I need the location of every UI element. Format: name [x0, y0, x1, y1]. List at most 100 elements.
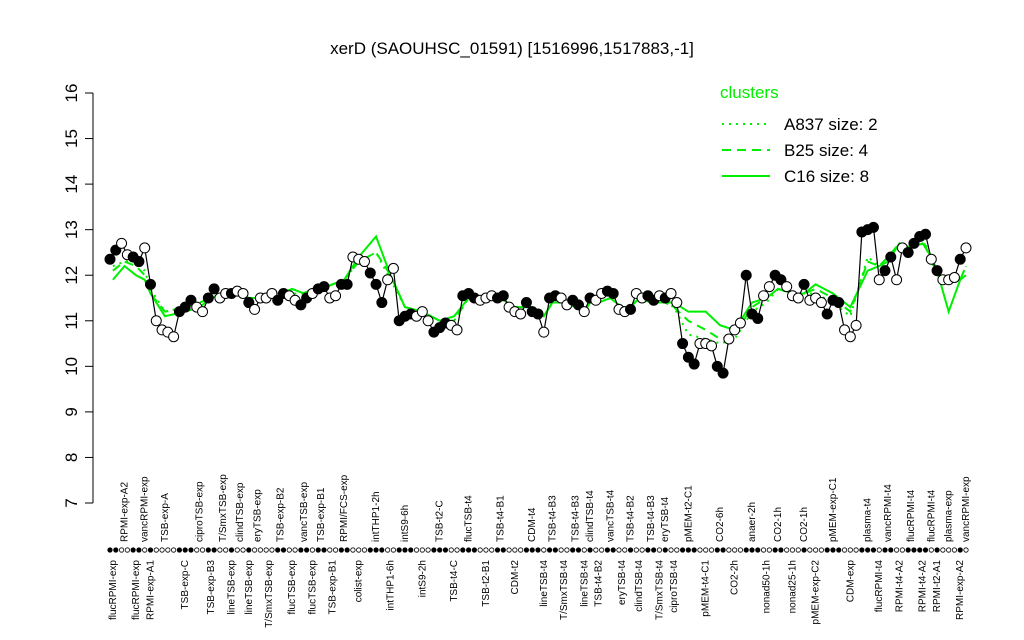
rug-point: [199, 547, 206, 553]
rug-point: [616, 547, 622, 553]
rug-point: [870, 547, 877, 553]
group-label: eryTSB-t4: [617, 560, 628, 605]
data-point: [706, 340, 718, 352]
rug-point: [367, 547, 373, 553]
group-label: pMEM-t4-C1: [701, 560, 712, 617]
rug-point: [766, 547, 772, 553]
rug-point: [419, 547, 425, 553]
rug-point: [841, 547, 848, 553]
group-label: intS9-6h: [400, 505, 411, 542]
rug-point: [437, 547, 443, 553]
rug-point: [107, 547, 113, 553]
data-point: [821, 308, 833, 320]
rug-point: [130, 547, 136, 553]
rug-point: [905, 547, 911, 553]
rug-point: [743, 547, 749, 553]
rug-point: [269, 547, 275, 553]
rug-point: [182, 547, 188, 553]
rug-point: [361, 547, 368, 553]
rug-point: [732, 547, 738, 553]
rug-point: [703, 547, 709, 553]
group-label: intTHP1-2h: [371, 491, 382, 542]
group-label: RPMI-t4-A2: [918, 560, 929, 613]
rug-point: [784, 547, 790, 553]
y-tick-label: 16: [62, 84, 81, 103]
group-label: ciproTSB-exp: [195, 481, 206, 542]
rug-point: [257, 547, 263, 553]
group-label: eryTSB-t4: [660, 497, 671, 542]
rug-point: [772, 547, 778, 553]
data-point: [538, 326, 550, 338]
rug-point: [807, 547, 813, 553]
data-point: [208, 283, 220, 295]
y-tick-label: 12: [62, 266, 81, 285]
group-label: nonad50-1h: [761, 560, 772, 613]
rug-point: [142, 547, 148, 553]
data-point: [954, 253, 966, 265]
rug-point: [726, 547, 732, 553]
rug-point: [344, 547, 350, 553]
rug-point: [165, 547, 171, 553]
data-point: [902, 246, 914, 258]
rug-point: [321, 547, 327, 553]
group-label: CO2-2h: [730, 560, 741, 595]
rug-point: [512, 547, 518, 553]
rug-point: [217, 547, 223, 553]
rug-point: [795, 547, 801, 553]
rug-point: [622, 547, 628, 553]
data-point: [497, 290, 509, 302]
rug-point: [118, 547, 125, 553]
rug-point: [685, 547, 691, 553]
rug-point: [402, 547, 408, 553]
rug-point: [911, 547, 917, 553]
y-tick-label: 7: [62, 498, 81, 507]
rug-point: [737, 547, 744, 553]
data-point: [515, 308, 527, 320]
rug-point: [171, 547, 177, 553]
rug-point: [390, 547, 397, 553]
group-label: eryTSB-exp: [252, 489, 263, 542]
data-point: [625, 303, 637, 315]
group-label: TSB-t4-B3: [547, 495, 558, 542]
group-label: TSB-t4-B2: [626, 495, 637, 542]
rug-point: [385, 547, 391, 553]
data-point: [879, 265, 891, 277]
rug-point: [471, 547, 477, 553]
rug-point: [506, 547, 512, 553]
group-label: pMEM-exp-C1: [828, 477, 839, 542]
y-tick-label: 8: [62, 453, 81, 462]
rug-point: [211, 547, 217, 553]
rug-point: [813, 547, 819, 553]
group-label: flucRPMI-exp: [108, 560, 119, 620]
group-label: plasma-exp: [944, 490, 955, 542]
rug-point: [500, 547, 506, 553]
rug-point: [951, 547, 958, 553]
group-label: flucRPMI-exp: [131, 560, 142, 620]
group-label: CO2-6h: [715, 507, 726, 542]
rug-point: [922, 547, 929, 553]
group-label: TSB-exp-A: [160, 493, 171, 542]
y-tick-label: 14: [62, 175, 81, 194]
rug-point: [917, 547, 923, 553]
data-point: [723, 333, 735, 345]
rug-point: [454, 547, 460, 553]
data-point: [665, 287, 677, 299]
rug-point: [286, 547, 292, 553]
data-point: [144, 278, 156, 290]
rug-point: [830, 547, 836, 553]
rug-point: [691, 547, 697, 553]
rug-point: [946, 547, 952, 553]
group-label: clindTSB-t4: [585, 490, 596, 542]
rug-point: [304, 547, 310, 553]
data-point: [873, 274, 885, 286]
rug-point: [477, 547, 483, 553]
rug-point: [575, 547, 582, 553]
data-point: [139, 242, 151, 254]
data-point: [885, 251, 897, 263]
rug-point: [893, 547, 900, 553]
group-label: clindTSB-t4: [634, 560, 645, 612]
group-label: vancTSB-exp: [299, 482, 310, 542]
rug-point: [627, 547, 634, 553]
group-label: vancRPMI-exp: [140, 476, 151, 542]
